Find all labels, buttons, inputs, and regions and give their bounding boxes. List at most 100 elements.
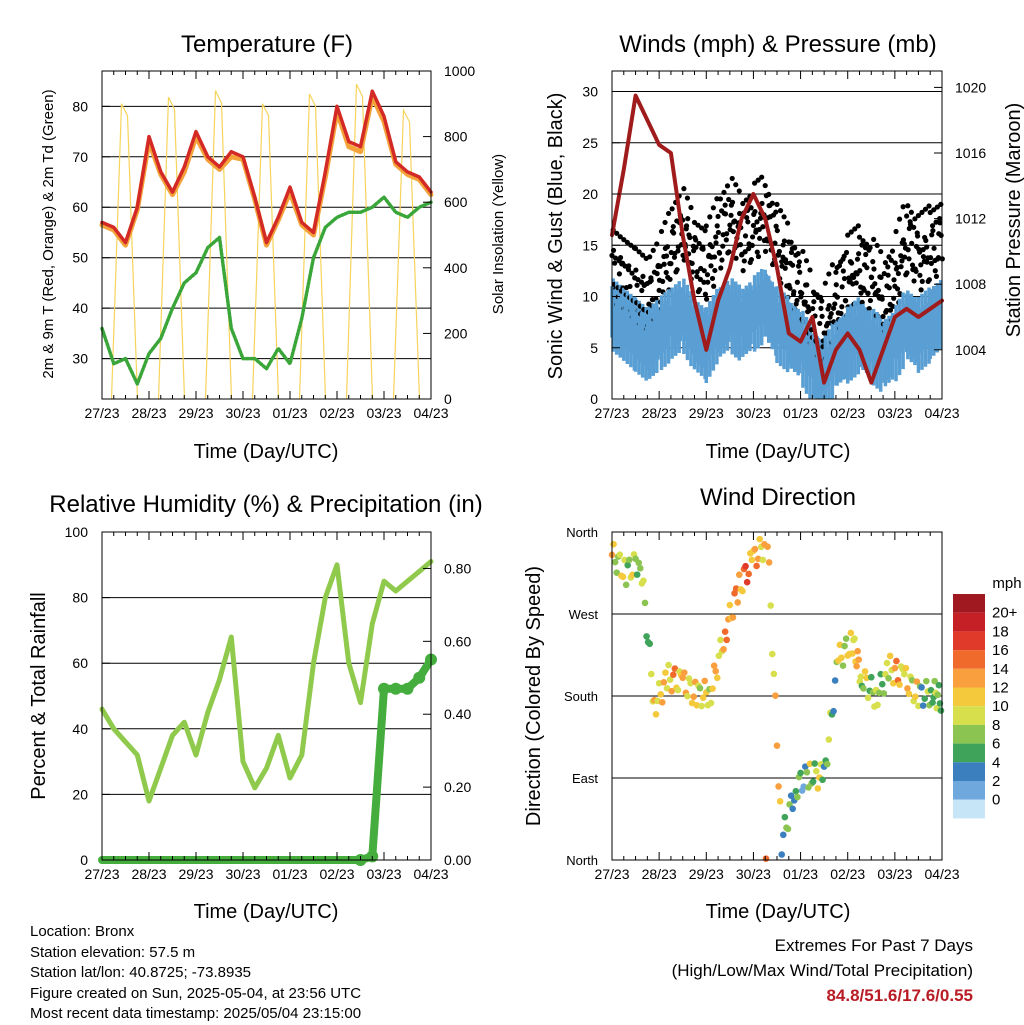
precipitation-point — [401, 682, 414, 695]
humidity-ytick-label: 60 — [72, 655, 88, 671]
temperature-ytick-label: 70 — [72, 149, 88, 165]
gust-point — [885, 264, 891, 270]
gust-point — [870, 259, 876, 265]
gust-point — [795, 263, 802, 269]
direction-point — [861, 668, 869, 675]
gust-point — [748, 205, 754, 211]
gust-point — [857, 268, 863, 274]
gust-point — [704, 296, 710, 302]
precipitation-point — [389, 682, 402, 695]
direction-point — [812, 767, 820, 775]
legend-swatch — [953, 743, 985, 763]
gust-point — [863, 251, 869, 258]
direction-point — [698, 702, 705, 710]
temperature-xtick-label: 27/23 — [84, 405, 119, 421]
gust-point — [713, 240, 719, 246]
gust-point — [776, 248, 782, 255]
direction-point — [720, 645, 727, 653]
direction-point — [775, 783, 782, 790]
gust-point — [671, 230, 677, 236]
gust-point — [774, 227, 780, 234]
relative-humidity-line — [99, 559, 434, 804]
direction-point — [823, 760, 831, 768]
gust-point — [754, 249, 760, 255]
winds-ytick-label: 25 — [582, 135, 598, 151]
gust-point — [800, 248, 806, 255]
direction-point — [900, 670, 908, 678]
humidity-xtick-label: 27/23 — [84, 866, 119, 882]
gust-point — [867, 297, 874, 304]
gust-point — [919, 209, 925, 215]
gust-point — [760, 224, 766, 230]
gust-point — [703, 223, 709, 229]
direction-point — [937, 707, 945, 714]
legend-label: 18 — [992, 623, 1009, 640]
direction-point — [830, 707, 837, 715]
gust-point — [661, 261, 667, 267]
gust-point — [891, 295, 897, 301]
gust-point — [920, 253, 927, 260]
direction-point — [855, 656, 863, 663]
gust-point — [728, 212, 734, 218]
direction-point — [893, 657, 900, 665]
direction-plot: 27/23 28/23 29/23 30/23 01/23 02/23 03/23 04/23… — [564, 525, 960, 882]
direction-point — [814, 785, 822, 792]
direction-point — [784, 825, 792, 833]
direction-ytick-label: East — [572, 771, 598, 786]
gust-point — [783, 260, 790, 266]
direction-point — [883, 659, 891, 667]
gust-point — [797, 269, 803, 275]
direction-point — [860, 685, 867, 692]
humidity-title: Relative Humidity (%) & Precipitation (i… — [49, 491, 482, 518]
winds-xtick-label: 29/23 — [689, 405, 724, 421]
gust-point — [614, 230, 620, 236]
gust-point — [929, 232, 935, 238]
temperature-xtick-label: 30/23 — [225, 405, 260, 421]
temperature-ytick-label: 30 — [72, 351, 88, 367]
gust-point — [893, 228, 899, 235]
gust-point — [774, 201, 780, 207]
gust-point — [915, 212, 922, 219]
extremes-values: 84.8/51.6/17.6/0.55 — [826, 986, 973, 1005]
gust-point — [918, 287, 924, 293]
gust-point — [868, 274, 874, 280]
gust-point — [694, 269, 700, 275]
gust-point — [616, 271, 622, 277]
direction-point — [751, 545, 759, 553]
direction-point — [759, 556, 767, 564]
winds-ytick-label: 10 — [582, 289, 598, 305]
gust-point — [927, 209, 933, 216]
gust-point — [634, 282, 640, 288]
gust-point — [811, 299, 817, 305]
gust-point — [896, 216, 903, 222]
gust-point — [671, 254, 678, 260]
direction-point — [772, 692, 779, 699]
gust-point — [691, 219, 698, 226]
humidity-xtick-label: 03/23 — [366, 866, 401, 882]
gust-point — [865, 290, 871, 296]
direction-point — [669, 671, 677, 679]
gust-point — [788, 239, 794, 245]
legend-swatch — [953, 650, 985, 669]
gust-point — [723, 237, 729, 243]
gust-point — [937, 220, 943, 226]
gust-point — [931, 245, 937, 251]
temperature-plot: 27/23 28/23 29/23 30/23 01/23 02/23 03/23 04/23… — [72, 63, 475, 421]
direction-point — [665, 661, 672, 669]
gust-point — [924, 244, 930, 250]
direction-point — [854, 647, 861, 655]
gust-point — [830, 305, 837, 311]
gust-point — [709, 275, 716, 282]
dewpoint-line — [100, 195, 433, 386]
gust-point — [834, 294, 841, 300]
winds-xlabel: Time (Day/UTC) — [706, 441, 851, 463]
gust-point — [704, 272, 711, 278]
winds-xtick-label: 28/23 — [642, 405, 677, 421]
gust-point — [721, 189, 727, 196]
gust-point — [805, 304, 811, 310]
gust-point — [670, 223, 676, 230]
gust-point — [848, 229, 854, 235]
gust-point — [917, 272, 923, 278]
gust-point — [627, 283, 633, 290]
direction-point — [919, 702, 927, 709]
